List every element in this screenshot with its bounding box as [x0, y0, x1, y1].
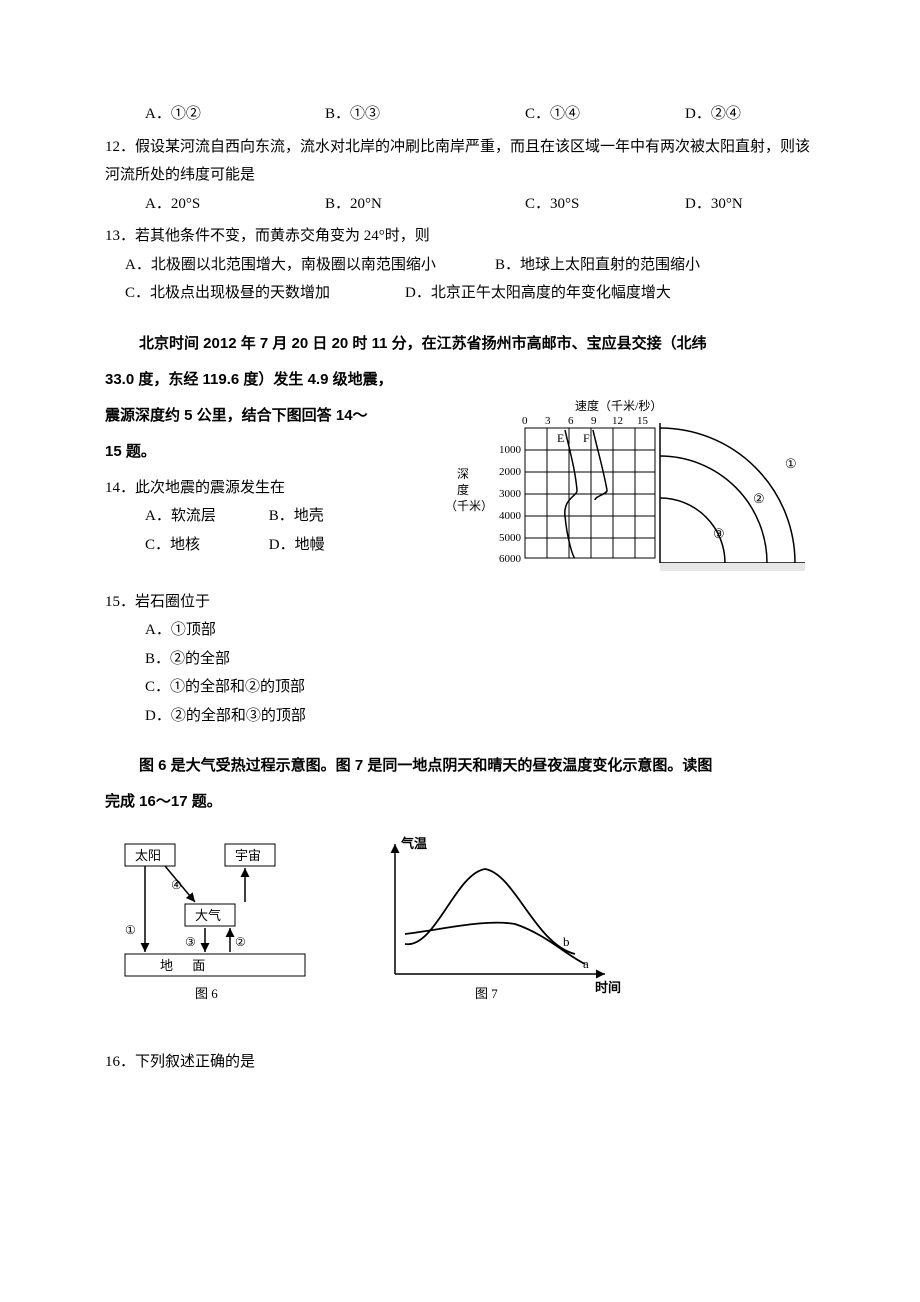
xt1: 3 — [545, 415, 551, 427]
yt3: 4000 — [499, 510, 522, 522]
y-label-2: 度 — [457, 482, 469, 497]
passage1-line4: 15 题。 — [105, 434, 435, 470]
q15-opt-d: D．②的全部和③的顶部 — [105, 702, 815, 731]
q14-opt-c: C．地核 — [145, 531, 265, 560]
q13-opt-a: A．北极圈以北范围增大，南极圈以南范围缩小 — [125, 251, 495, 280]
letter-f: F — [583, 431, 590, 445]
letter-e: E — [557, 431, 564, 445]
xt5: 15 — [637, 415, 649, 427]
q14-opt-d: D．地幔 — [269, 537, 325, 553]
y-label-3: （千米） — [445, 499, 493, 513]
q11-opt-c: C．①④ — [525, 100, 685, 129]
earth-structure-chart: 速度（千米/秒） 0 3 6 9 12 15 — [445, 398, 815, 578]
xt0: 0 — [522, 415, 528, 427]
q13-opt-d: D．北京正午太阳高度的年变化幅度增大 — [405, 279, 815, 308]
xt3: 9 — [591, 415, 597, 427]
yt1: 2000 — [499, 466, 522, 478]
fig7-label: 图 7 — [475, 986, 498, 1001]
figures-6-7: 太阳 宇宙 大气 地 面 ① ④ ② — [105, 834, 815, 1004]
q15-opt-b: B．②的全部 — [105, 645, 815, 674]
q15-options: A．①顶部 B．②的全部 C．①的全部和②的顶部 D．②的全部和③的顶部 — [105, 616, 815, 730]
q14-row1: A．软流层 B．地壳 — [105, 502, 435, 531]
ground-shade — [660, 563, 805, 571]
fig6-a2: ② — [235, 935, 246, 949]
q13-opt-b: B．地球上太阳直射的范围缩小 — [495, 251, 815, 280]
yt0: 1000 — [499, 444, 522, 456]
q12-opt-a: A．20°S — [145, 190, 325, 219]
fig6-a3: ③ — [185, 935, 196, 949]
q11-options: A．①② B．①③ C．①④ D．②④ — [105, 100, 815, 129]
fig7-b: b — [563, 934, 570, 949]
fig6-ground: 地 面 — [160, 958, 213, 973]
q13-stem: 13．若其他条件不变，而黄赤交角变为 24°时，则 — [105, 222, 815, 251]
q13-row2: C．北极点出现极昼的天数增加 D．北京正午太阳高度的年变化幅度增大 — [105, 279, 815, 308]
q14-row2: C．地核 D．地幔 — [105, 531, 435, 560]
xt4: 12 — [612, 415, 623, 427]
q15-opt-a: A．①顶部 — [105, 616, 815, 645]
q14-opt-a: A．软流层 — [145, 502, 265, 531]
q16-stem: 16．下列叙述正确的是 — [105, 1048, 815, 1077]
chart-title: 速度（千米/秒） — [575, 398, 662, 413]
q14-opt-b: B．地壳 — [269, 508, 324, 524]
passage1-line3: 震源深度约 5 公里，结合下图回答 14～ — [105, 398, 435, 434]
q13-opt-c: C．北极点出现极昼的天数增加 — [125, 279, 405, 308]
passage1-with-figure: 震源深度约 5 公里，结合下图回答 14～ 15 题。 14．此次地震的震源发生… — [105, 398, 815, 578]
fig7-group: 气温 时间 b a 图 7 — [395, 836, 621, 1001]
q12-options: A．20°S B．20°N C．30°S D．30°N — [105, 190, 815, 219]
passage1-line1: 北京时间 2012 年 7 月 20 日 20 时 11 分，在江苏省扬州市高邮… — [105, 326, 815, 362]
fig6-7-svg: 太阳 宇宙 大气 地 面 ① ④ ② — [105, 834, 625, 1004]
arc-2: ② — [753, 491, 765, 506]
y-label-1: 深 — [457, 467, 469, 481]
q12-opt-c: C．30°S — [525, 190, 685, 219]
fig7-xlabel: 时间 — [595, 980, 621, 995]
fig6-group: 太阳 宇宙 大气 地 面 ① ④ ② — [125, 844, 305, 1001]
arc-3: ③ — [713, 526, 725, 541]
yt2: 3000 — [499, 488, 522, 500]
q13-row1: A．北极圈以北范围增大，南极圈以南范围缩小 B．地球上太阳直射的范围缩小 — [105, 251, 815, 280]
yt5: 6000 — [499, 553, 522, 565]
q15-opt-c: C．①的全部和②的顶部 — [105, 673, 815, 702]
fig6-atmo: 大气 — [195, 908, 221, 923]
q15-stem: 15．岩石圈位于 — [105, 588, 815, 617]
fig7-ylabel: 气温 — [401, 836, 427, 851]
arc-1: ① — [785, 456, 797, 471]
yt4: 5000 — [499, 532, 522, 544]
q11-opt-b: B．①③ — [325, 100, 525, 129]
passage1: 北京时间 2012 年 7 月 20 日 20 时 11 分，在江苏省扬州市高邮… — [105, 326, 815, 398]
passage2-line2: 完成 16～17 题。 — [105, 784, 815, 820]
q12-opt-b: B．20°N — [325, 190, 525, 219]
q14-stem: 14．此次地震的震源发生在 — [105, 474, 435, 503]
q12-stem: 12．假设某河流自西向东流，流水对北岸的冲刷比南岸严重，而且在该区域一年中有两次… — [105, 133, 815, 190]
q11-opt-d: D．②④ — [685, 100, 815, 129]
xt2: 6 — [568, 415, 574, 427]
passage1-line2: 33.0 度，东经 119.6 度）发生 4.9 级地震， — [105, 362, 815, 398]
q12-opt-d: D．30°N — [685, 190, 815, 219]
fig6-a4: ④ — [171, 878, 182, 892]
passage2-line1: 图 6 是大气受热过程示意图。图 7 是同一地点阴天和晴天的昼夜温度变化示意图。… — [105, 748, 815, 784]
earth-chart-svg: 速度（千米/秒） 0 3 6 9 12 15 — [445, 398, 815, 578]
fig6-sun: 太阳 — [135, 848, 161, 863]
fig6-space: 宇宙 — [235, 848, 261, 863]
fig6-a1: ① — [125, 923, 136, 937]
fig6-label: 图 6 — [195, 986, 218, 1001]
fig7-a: a — [583, 956, 589, 971]
q11-opt-a: A．①② — [145, 100, 325, 129]
